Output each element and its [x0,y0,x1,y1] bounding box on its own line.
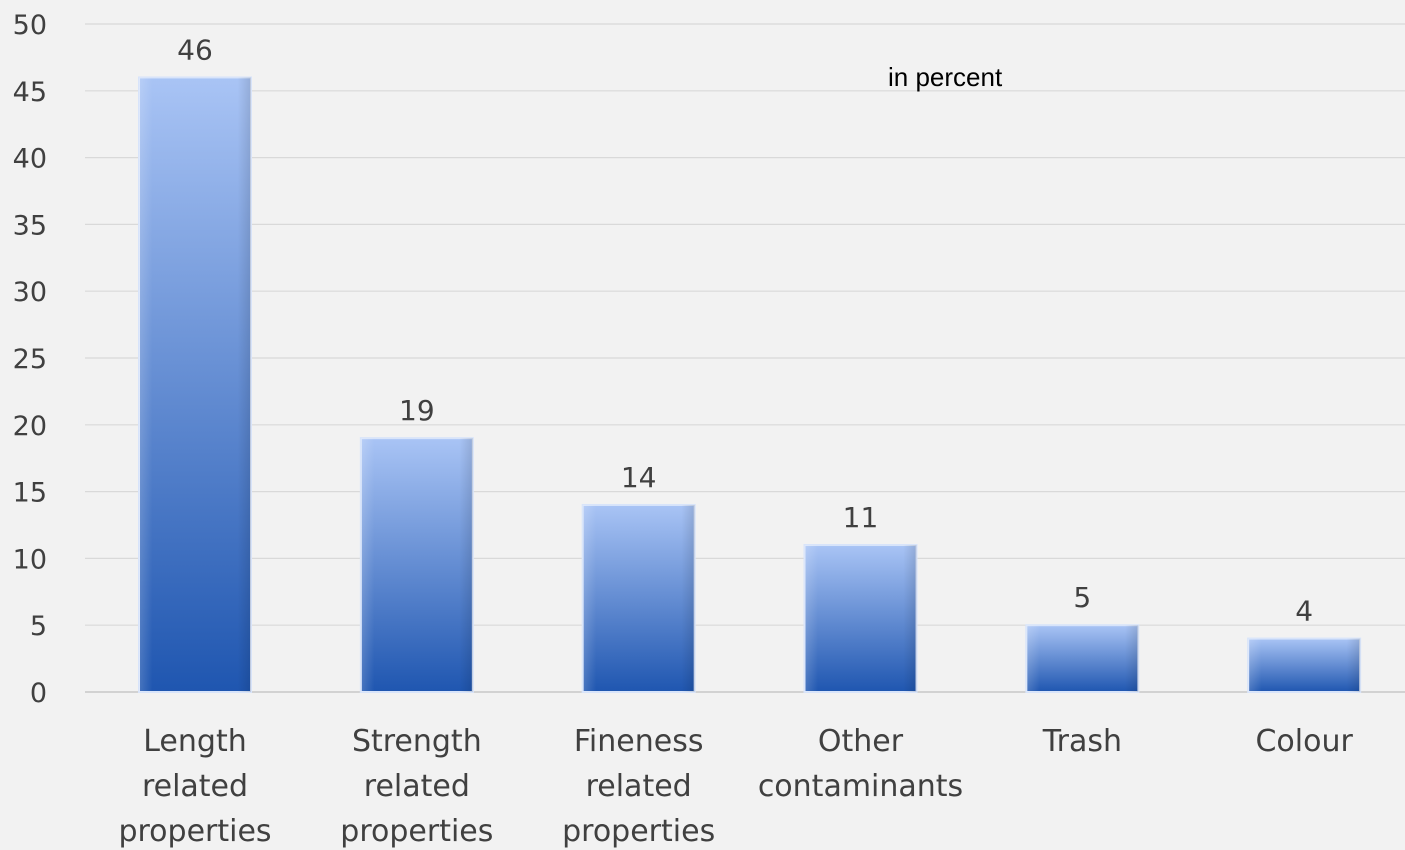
data-label: 5 [1073,581,1091,614]
bar-sheen [1248,638,1361,692]
bar-sheen [804,545,917,692]
y-tick-label: 30 [13,277,47,308]
data-label: 19 [399,394,435,427]
y-tick-label: 15 [13,478,47,509]
y-axis-tick-labels: 0 5 10 15 20 25 30 35 40 45 50 [13,10,47,709]
bar-sheen [1026,625,1139,692]
data-labels: 46 19 14 11 5 4 [177,33,1313,627]
data-label: 46 [177,33,213,66]
bar [1247,637,1362,693]
y-tick-label: 5 [30,611,47,642]
data-label: 11 [843,501,879,534]
bar [581,503,696,693]
x-category-label: Fineness related properties [562,724,715,849]
units-annotation: in percent [888,62,1003,92]
bar-sheen [139,77,251,692]
x-category-label: Strength related properties [340,724,493,849]
bar [1025,624,1140,694]
bar [359,437,474,693]
y-tick-label: 0 [30,678,47,709]
y-tick-label: 35 [13,210,47,241]
y-tick-label: 10 [13,544,47,575]
y-tick-label: 45 [13,77,47,108]
y-tick-label: 20 [13,411,47,442]
x-category-label: Colour [1255,724,1353,759]
bar [138,76,252,693]
data-label: 14 [621,461,657,494]
bar-sheen [360,438,473,692]
x-category-label: Other contaminants [758,724,963,804]
bar-sheen [582,504,695,692]
y-tick-label: 50 [13,10,47,41]
bars [138,76,1362,694]
y-tick-label: 40 [13,144,47,175]
bar [803,544,918,693]
x-category-label: Length related properties [118,724,271,849]
gridlines [85,23,1405,693]
data-label: 4 [1295,595,1313,628]
y-tick-label: 25 [13,344,47,375]
x-category-label: Trash [1042,724,1122,759]
x-axis-category-labels: Length related properties Strength related pr… [118,724,1353,849]
